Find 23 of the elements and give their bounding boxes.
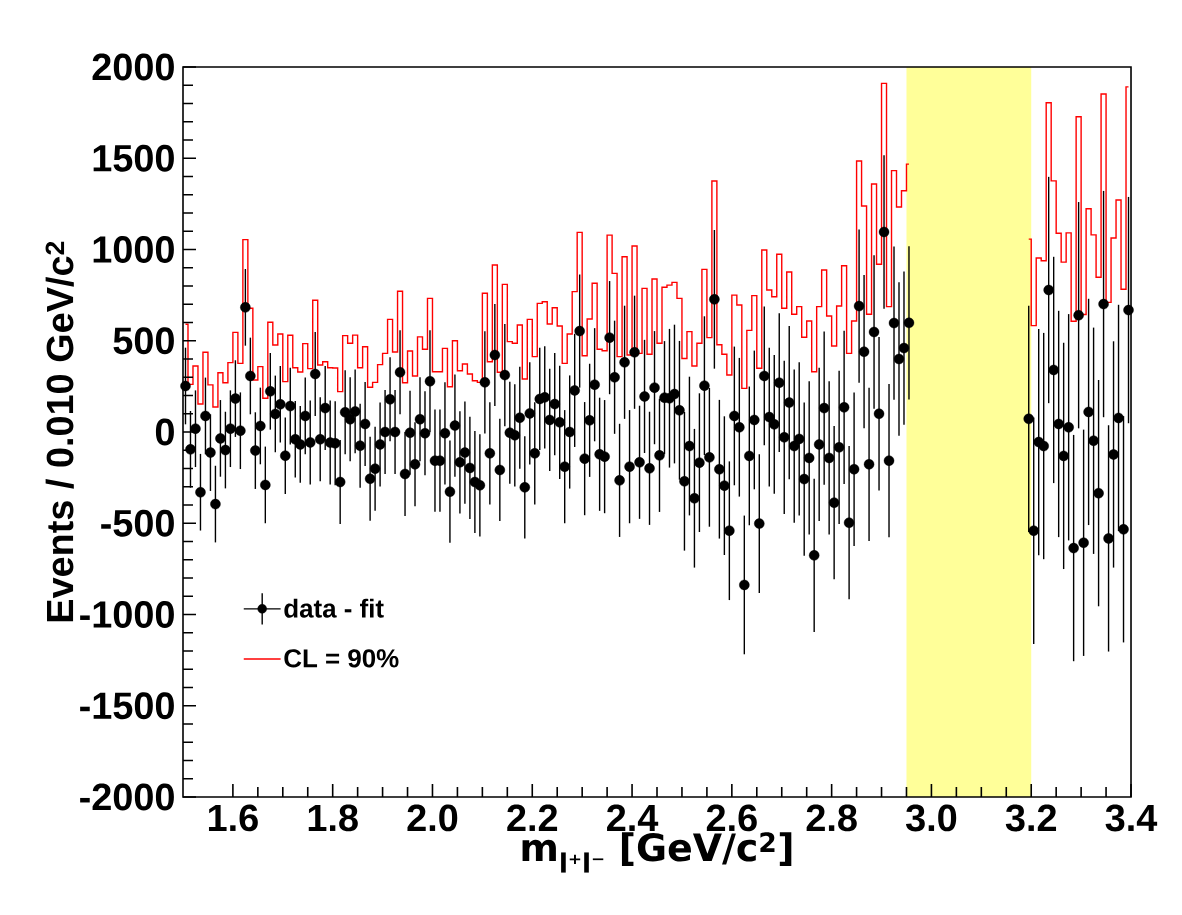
x-tick-label: 2.6 (706, 804, 757, 832)
y-tick-label: -1000 (80, 601, 174, 628)
x-tick-label: 1.6 (208, 804, 258, 832)
x-tick-label: 3.4 (1105, 804, 1158, 832)
x-tick-label: 2.2 (507, 804, 558, 831)
x-tick-label: 2.0 (407, 804, 458, 832)
x-axis-title: m$_{l⁺l⁻}$ [GeV/c$^{2}$] (522, 832, 792, 873)
x-tick-label: 3.0 (905, 804, 957, 832)
y-tick-label: -2000 (80, 783, 174, 811)
x-tick-label: 2.8 (806, 804, 857, 832)
legend-label: CL = 90% (284, 649, 399, 668)
y-tick-label: 1500 (93, 144, 174, 172)
y-tick-label: 1000 (93, 236, 174, 263)
x-tick-label: 1.8 (308, 804, 358, 832)
y-tick-label: -500 (101, 509, 174, 537)
y-tick-label: -1500 (80, 692, 174, 720)
y-tick-label: 500 (113, 327, 174, 355)
legend-label: data - fit (284, 598, 384, 618)
x-tick-label: 3.2 (1005, 804, 1057, 832)
y-tick-label: 2000 (92, 53, 174, 81)
x-tick-label: 2.4 (607, 804, 659, 831)
y-axis-title: Events / 0.010 GeV/c$^{2}$ (45, 241, 74, 622)
y-tick-label: 0 (155, 418, 174, 446)
